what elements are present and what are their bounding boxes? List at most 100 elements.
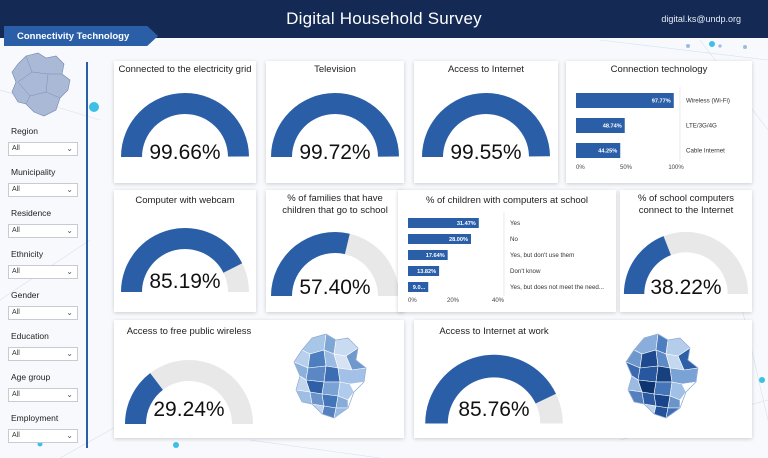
bar-data-label: 48.74% (603, 124, 622, 130)
bar-category-label: No (510, 236, 518, 243)
filter-select-value: All (12, 391, 20, 398)
municipality-region[interactable] (321, 381, 341, 397)
bar[interactable] (576, 93, 674, 108)
chevron-down-icon: ⌄ (66, 308, 73, 317)
axis-tick-label: 40% (492, 298, 505, 304)
filter-select-value: All (12, 186, 20, 193)
webcam-title: Computer with webcam (135, 195, 235, 206)
axis-tick-label: 0% (408, 298, 417, 304)
wireless-value: 29.24% (153, 398, 225, 421)
gauge-fill (121, 92, 249, 157)
card-connection-technology: Connection technology 97.77% Wireless (Wi… (566, 61, 752, 183)
bar[interactable] (408, 218, 479, 228)
filter-sidebar (0, 52, 88, 452)
region-map-icon (11, 52, 71, 117)
families-title-line2: children that go to school (282, 205, 388, 216)
families-gauge (271, 232, 399, 296)
municipality-region[interactable] (669, 381, 687, 401)
tab-connectivity-technology[interactable]: Connectivity Technology (4, 26, 158, 46)
filter-label-municipality: Municipality (11, 167, 56, 177)
gauge-fill (125, 373, 163, 424)
page-title: Digital Household Survey (286, 9, 482, 28)
families-title-line1: % of families that have (287, 193, 383, 204)
bar-data-label: 28.00% (449, 237, 468, 243)
work-gauge (425, 354, 563, 424)
bar-category-label: Yes, but don't use them (510, 252, 574, 259)
bar[interactable] (576, 118, 625, 133)
filter-select-ethnicity[interactable]: All ⌄ (8, 265, 78, 279)
filter-select-employment[interactable]: All ⌄ (8, 429, 78, 443)
bar-data-label: 31.47% (457, 221, 476, 227)
work-municipality-map[interactable] (614, 330, 714, 430)
electricity-gauge (121, 92, 249, 157)
municipality-region[interactable] (295, 389, 313, 405)
municipality-region[interactable] (337, 367, 367, 385)
map-outline (293, 333, 367, 419)
filter-select-value: All (12, 268, 20, 275)
filter-select-residence[interactable]: All ⌄ (8, 224, 78, 238)
card-wireless: Access to free public wireless 29.24% (114, 320, 404, 438)
filter-select-municipality[interactable]: All ⌄ (8, 183, 78, 197)
television-title: Television (314, 64, 356, 75)
card-electricity: Connected to the electricity grid 99.66% (114, 61, 256, 183)
wireless-title: Access to free public wireless (126, 326, 252, 337)
work-title: Access to Internet at work (439, 326, 549, 337)
filter-select-region[interactable]: All ⌄ (8, 142, 78, 156)
school-computers-title-line1: % of school computers (637, 193, 735, 204)
wireless-municipality-map[interactable] (282, 330, 382, 430)
card-webcam: Computer with webcam 85.19% (114, 190, 256, 312)
municipality-region[interactable] (323, 365, 341, 383)
bar-category-label: Wireless (Wi-Fi) (686, 98, 730, 105)
wireless-gauge (125, 360, 253, 424)
filter-select-value: All (12, 309, 20, 316)
gauge-fill (271, 92, 399, 157)
bar[interactable] (408, 234, 471, 244)
gauge-fill (623, 236, 671, 294)
television-gauge (271, 92, 399, 157)
chevron-down-icon: ⌄ (66, 226, 73, 235)
children-computers-chart: 31.47% Yes 28.00% No 17.64% Yes, but don't us… (408, 212, 604, 304)
chevron-down-icon: ⌄ (66, 267, 73, 276)
bar[interactable] (576, 143, 621, 158)
filter-label-employment: Employment (11, 413, 59, 423)
municipality-region[interactable] (627, 389, 645, 405)
filter-select-education[interactable]: All ⌄ (8, 347, 78, 361)
card-internet: Access to Internet 99.55% (414, 61, 558, 183)
work-value: 85.76% (458, 398, 530, 421)
bar[interactable] (408, 282, 429, 292)
bar-data-label: 97.77% (652, 99, 671, 105)
electricity-value: 99.66% (149, 141, 221, 164)
webcam-value: 85.19% (149, 270, 221, 293)
school-computers-value: 38.22% (650, 276, 722, 299)
map-outline (625, 333, 699, 419)
electricity-title: Connected to the electricity grid (118, 64, 252, 75)
connection-technology-title: Connection technology (610, 64, 708, 75)
gauge-fill (121, 228, 243, 292)
bar[interactable] (408, 250, 448, 260)
gauge-fill (422, 92, 550, 157)
municipality-region[interactable] (305, 365, 327, 383)
bar-category-label: LTE/3G/4G (686, 123, 717, 130)
gauge-fill (425, 354, 557, 424)
municipality-region[interactable] (653, 381, 673, 397)
axis-tick-label: 20% (447, 298, 460, 304)
municipality-region[interactable] (655, 365, 673, 383)
school-computers-title-line2: connect to the Internet (638, 205, 734, 216)
gauge-fill (271, 232, 350, 296)
webcam-gauge (121, 228, 249, 292)
internet-title: Access to Internet (447, 64, 525, 75)
internet-value: 99.55% (450, 141, 522, 164)
contact-email[interactable]: digital.ks@undp.org (661, 14, 741, 24)
bar-data-label: 17.64% (426, 253, 445, 259)
municipality-region[interactable] (669, 367, 699, 385)
bar[interactable] (408, 266, 440, 276)
bar-data-label: 44.25% (598, 149, 617, 155)
sidebar-divider (86, 62, 88, 448)
chevron-down-icon: ⌄ (66, 144, 73, 153)
municipality-region[interactable] (637, 365, 659, 383)
app-header: Digital Household Survey digital.ks@undp… (0, 0, 768, 38)
municipality-region[interactable] (337, 381, 355, 401)
internet-gauge (422, 92, 550, 157)
filter-select-gender[interactable]: All ⌄ (8, 306, 78, 320)
filter-select-age-group[interactable]: All ⌄ (8, 388, 78, 402)
